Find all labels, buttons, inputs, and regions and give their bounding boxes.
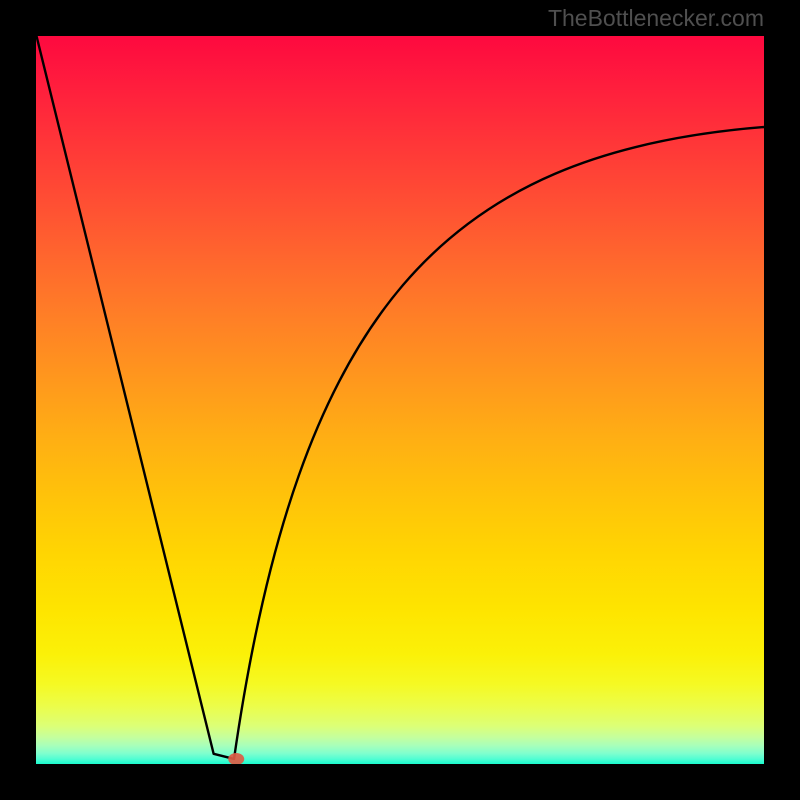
bottleneck-curve bbox=[36, 36, 764, 759]
watermark-text: TheBottlenecker.com bbox=[548, 5, 764, 32]
optimum-marker bbox=[228, 753, 244, 764]
chart-frame: TheBottlenecker.com bbox=[0, 0, 800, 800]
plot-area bbox=[36, 36, 764, 764]
curve-layer bbox=[36, 36, 764, 764]
